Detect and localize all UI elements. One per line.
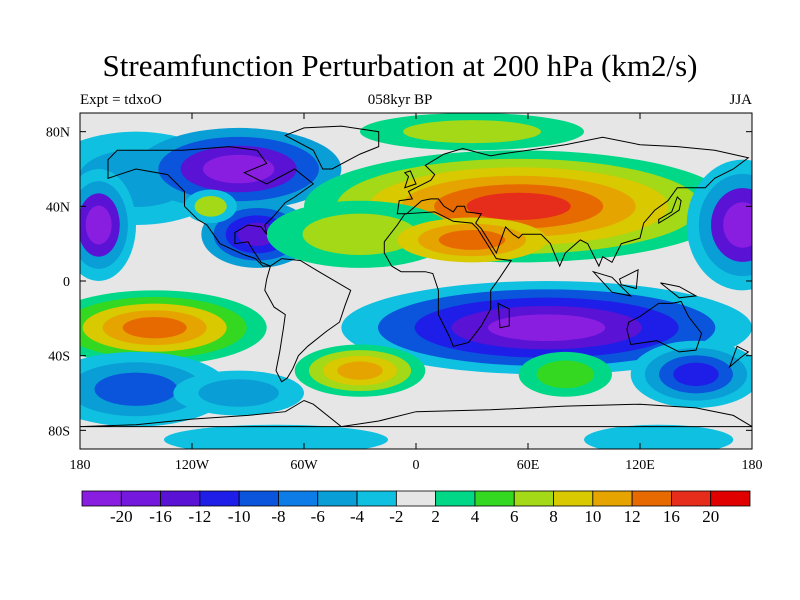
colorbar-swatch <box>435 490 476 507</box>
x-tick-label: 0 <box>413 458 420 473</box>
plot-title: Streamfunction Perturbation at 200 hPa (… <box>102 48 698 83</box>
contour-band <box>466 192 571 220</box>
contour-band <box>673 362 719 387</box>
colorbar-swatch <box>356 490 397 507</box>
contour-band <box>536 360 595 389</box>
x-tick-label: 180 <box>742 458 763 473</box>
colorbar-swatch <box>553 490 594 507</box>
colorbar-swatch <box>710 490 751 507</box>
colorbar-label: -6 <box>311 507 325 526</box>
coastline-segment <box>403 170 417 189</box>
coastline-segment <box>80 399 752 428</box>
colorbar-label: 8 <box>549 507 558 526</box>
colorbar-swatch <box>81 490 122 507</box>
x-tick-label: 120W <box>175 458 210 473</box>
y-tick-label: 40N <box>46 200 70 215</box>
coastline-segment <box>383 211 513 347</box>
colorbar-label: 10 <box>584 507 601 526</box>
colorbar: -20 -16 -12 -10 -8 -6 -4 -2 2 4 6 8 10 12 16 20 <box>81 490 751 526</box>
contour-band <box>237 222 277 247</box>
contour-band <box>584 424 734 449</box>
contour-band <box>85 205 112 245</box>
colorbar-label: -2 <box>389 507 403 526</box>
colorbar-swatch <box>317 490 358 507</box>
coastline-segment <box>660 282 698 299</box>
colorbar-swatch <box>238 490 279 507</box>
contour-band <box>122 317 187 339</box>
contour-band <box>302 213 418 256</box>
contour-band <box>164 424 388 449</box>
coastline-segment <box>658 196 682 224</box>
y-tick-label: 0 <box>63 275 70 290</box>
contour-band <box>202 154 275 184</box>
colorbar-swatch <box>160 490 201 507</box>
colorbar-swatch <box>592 490 633 507</box>
colorbar-label: 16 <box>663 507 680 526</box>
colorbar-label: 12 <box>624 507 641 526</box>
colorbar-label: -10 <box>228 507 251 526</box>
coastline-segment <box>284 125 380 170</box>
y-tick-label: 80N <box>46 126 70 141</box>
colorbar-label: -16 <box>149 507 172 526</box>
contour-band <box>403 120 541 144</box>
colorbar-swatch <box>199 490 240 507</box>
x-tick-label: 60W <box>290 458 318 473</box>
coastlines <box>80 125 752 428</box>
season-label: JJA <box>729 92 752 108</box>
x-tick-label: 120E <box>625 458 655 473</box>
colorbar-swatch <box>513 490 554 507</box>
x-tick-label: 180 <box>70 458 91 473</box>
coastline-segment <box>591 270 633 297</box>
contour-band <box>194 195 227 217</box>
contour-band <box>438 229 506 250</box>
axis-ticks: 180 120W 60W 0 60E 120E 180 80N 40N 0 40S 80S <box>46 113 763 473</box>
time-label: 058kyr BP <box>367 92 433 108</box>
colorbar-swatch <box>395 490 437 507</box>
y-tick-label: 40S <box>48 350 70 365</box>
contour-fills <box>80 113 752 449</box>
contour-band <box>723 202 752 248</box>
coastline-segment <box>264 258 352 383</box>
colorbar-label: 2 <box>431 507 440 526</box>
colorbar-label: 4 <box>471 507 480 526</box>
coastline-segment <box>618 268 639 290</box>
colorbar-swatch <box>120 490 161 507</box>
contour-band <box>94 372 178 406</box>
coastline-segment <box>728 345 750 369</box>
y-tick-label: 80S <box>48 424 70 439</box>
coastline-segment <box>107 146 315 267</box>
colorbar-label: -20 <box>110 507 133 526</box>
colorbar-swatch <box>278 490 319 507</box>
experiment-label: Expt = tdxoO <box>80 92 162 108</box>
colorbar-label: -12 <box>189 507 212 526</box>
colorbar-swatch <box>631 490 672 507</box>
colorbar-swatch <box>474 490 515 507</box>
colorbar-swatch <box>671 490 712 507</box>
coastline-segment <box>396 136 750 268</box>
colorbar-label: 20 <box>702 507 719 526</box>
colorbar-label: -8 <box>271 507 285 526</box>
coastline-segment <box>626 300 703 353</box>
colorbar-label: -4 <box>350 507 365 526</box>
contour-band <box>337 361 383 380</box>
x-tick-label: 60E <box>517 458 540 473</box>
contour-band <box>198 379 279 407</box>
contour-band <box>488 314 606 341</box>
coastline-segment <box>497 302 510 329</box>
colorbar-label: 6 <box>510 507 519 526</box>
